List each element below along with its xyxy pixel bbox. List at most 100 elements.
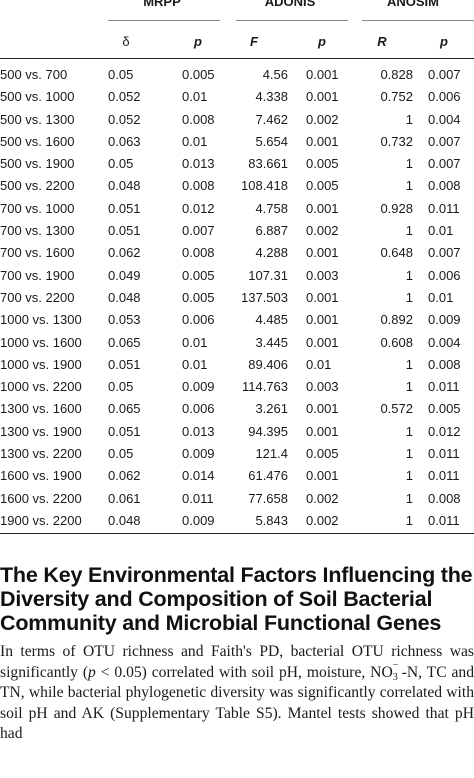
anosim-underline <box>362 20 474 21</box>
anosim-p-cell: 0.006 <box>428 89 461 105</box>
adonis-p-cell: 0.001 <box>306 133 339 149</box>
anosim-p-cell: 0.012 <box>428 423 461 439</box>
adonis-p-cell: 0.002 <box>306 223 339 239</box>
adonis-f-cell: 108.418 <box>241 178 288 194</box>
row-label: 1600 vs. 1900 <box>0 468 82 484</box>
adonis-f-cell: 61.476 <box>248 468 288 484</box>
no3-scripts: −3 <box>393 660 402 684</box>
anosim-r-cell: 1 <box>405 111 413 127</box>
table-row: 500 vs. 2200 0.048 0.008 108.418 0.005 1 0.008 <box>0 176 474 198</box>
anosim-p-cell: 0.01 <box>428 289 454 305</box>
anosim-r-cell: 1 <box>405 223 413 239</box>
mrpp-p-cell: 0.008 <box>182 178 215 194</box>
mrpp-delta-cell: 0.05 <box>108 379 134 395</box>
anosim-p-cell: 0.011 <box>428 200 460 216</box>
table-row: 1600 vs. 1900 0.062 0.014 61.476 0.001 1 0.011 <box>0 466 474 488</box>
mrpp-p-cell: 0.009 <box>182 379 215 395</box>
adonis-f-cell: 77.658 <box>248 490 288 506</box>
anosim-p-cell: 0.01 <box>428 223 454 239</box>
table-row: 1300 vs. 2200 0.05 0.009 121.4 0.005 1 0.011 <box>0 444 474 466</box>
mrpp-delta-cell: 0.048 <box>108 289 141 305</box>
table-row: 500 vs. 1000 0.052 0.01 4.338 0.001 0.752 0.00… <box>0 87 474 109</box>
mrpp-p-cell: 0.006 <box>182 401 215 417</box>
adonis-underline <box>236 20 348 21</box>
adonis-f-cell: 3.261 <box>255 401 288 417</box>
anosim-r-cell: 0.608 <box>380 334 413 350</box>
mrpp-p-cell: 0.007 <box>182 223 215 239</box>
adonis-f-cell: 3.445 <box>255 334 288 350</box>
anosim-r-cell: 1 <box>405 379 413 395</box>
table-row: 500 vs. 700 0.05 0.005 4.56 0.001 0.828 0.007 <box>0 65 474 87</box>
row-label: 700 vs. 2200 <box>0 289 75 305</box>
subheader-mrpp-delta: δ <box>122 34 130 49</box>
row-label: 1000 vs. 1300 <box>0 312 82 328</box>
anosim-r-cell: 1 <box>405 490 413 506</box>
mrpp-p-cell: 0.01 <box>182 334 208 350</box>
adonis-f-cell: 4.338 <box>255 89 288 105</box>
mrpp-p-cell: 0.013 <box>182 423 215 439</box>
subheader-adonis-p: p <box>318 34 326 49</box>
mrpp-delta-cell: 0.052 <box>108 111 141 127</box>
mrpp-delta-cell: 0.065 <box>108 401 141 417</box>
anosim-r-cell: 0.752 <box>380 89 413 105</box>
adonis-f-cell: 4.485 <box>255 312 288 328</box>
mrpp-p-cell: 0.005 <box>182 67 215 82</box>
mrpp-delta-cell: 0.062 <box>108 245 141 261</box>
results-section: The Key Environmental Factors Influencin… <box>0 563 474 745</box>
anosim-r-cell: 1 <box>405 178 413 194</box>
adonis-p-cell: 0.001 <box>306 289 339 305</box>
adonis-f-cell: 4.56 <box>262 67 288 82</box>
anosim-p-cell: 0.008 <box>428 490 461 506</box>
header-rule <box>0 58 474 59</box>
adonis-f-cell: 6.887 <box>255 223 288 239</box>
anosim-r-cell: 1 <box>405 512 413 528</box>
adonis-p-cell: 0.001 <box>306 200 339 216</box>
mrpp-p-cell: 0.009 <box>182 446 215 462</box>
anosim-p-cell: 0.011 <box>428 379 460 395</box>
table-row: 500 vs. 1900 0.05 0.013 83.661 0.005 1 0.007 <box>0 154 474 176</box>
anosim-r-cell: 0.892 <box>380 312 413 328</box>
adonis-p-cell: 0.002 <box>306 490 339 506</box>
table-row: 700 vs. 2200 0.048 0.005 137.503 0.001 1 0.01 <box>0 288 474 310</box>
adonis-p-cell: 0.002 <box>306 512 339 528</box>
anosim-p-cell: 0.007 <box>428 67 461 82</box>
adonis-f-cell: 5.843 <box>255 512 288 528</box>
adonis-p-cell: 0.001 <box>306 312 339 328</box>
mrpp-underline <box>108 20 220 21</box>
mrpp-p-cell: 0.008 <box>182 111 215 127</box>
para-p-italic: p <box>88 663 96 681</box>
mrpp-delta-cell: 0.048 <box>108 178 141 194</box>
anosim-r-cell: 1 <box>405 468 413 484</box>
anosim-p-cell: 0.007 <box>428 245 461 261</box>
adonis-p-cell: 0.001 <box>306 423 339 439</box>
mrpp-delta-cell: 0.065 <box>108 334 141 350</box>
adonis-f-cell: 121.4 <box>255 446 288 462</box>
adonis-f-cell: 7.462 <box>255 111 288 127</box>
anosim-r-cell: 1 <box>405 356 413 372</box>
row-label: 1300 vs. 1600 <box>0 401 82 417</box>
mrpp-delta-cell: 0.053 <box>108 312 141 328</box>
table-row: 1600 vs. 2200 0.061 0.011 77.658 0.002 1 0.008 <box>0 489 474 511</box>
row-label: 1300 vs. 1900 <box>0 423 82 439</box>
adonis-p-cell: 0.005 <box>306 156 339 172</box>
mrpp-p-cell: 0.01 <box>182 133 208 149</box>
table-row: 1300 vs. 1900 0.051 0.013 94.395 0.001 1 0.012 <box>0 422 474 444</box>
subheader-mrpp-p: p <box>194 34 202 49</box>
adonis-f-cell: 4.758 <box>255 200 288 216</box>
adonis-p-cell: 0.01 <box>306 356 332 372</box>
mrpp-p-cell: 0.006 <box>182 312 215 328</box>
row-label: 500 vs. 1600 <box>0 133 75 149</box>
anosim-p-cell: 0.008 <box>428 356 461 372</box>
mrpp-delta-cell: 0.051 <box>108 200 141 216</box>
mrpp-delta-cell: 0.05 <box>108 446 134 462</box>
row-label: 1600 vs. 2200 <box>0 490 82 506</box>
para-part-2: < 0.05) correlated with soil pH, moistur… <box>95 663 393 681</box>
table-row: 500 vs. 1300 0.052 0.008 7.462 0.002 1 0.004 <box>0 110 474 132</box>
mrpp-delta-cell: 0.05 <box>108 156 134 172</box>
anosim-p-cell: 0.008 <box>428 178 461 194</box>
adonis-f-cell: 89.406 <box>248 356 288 372</box>
adonis-p-cell: 0.001 <box>306 245 339 261</box>
mrpp-p-cell: 0.01 <box>182 356 208 372</box>
row-label: 500 vs. 1300 <box>0 111 75 127</box>
adonis-f-cell: 137.503 <box>241 289 288 305</box>
